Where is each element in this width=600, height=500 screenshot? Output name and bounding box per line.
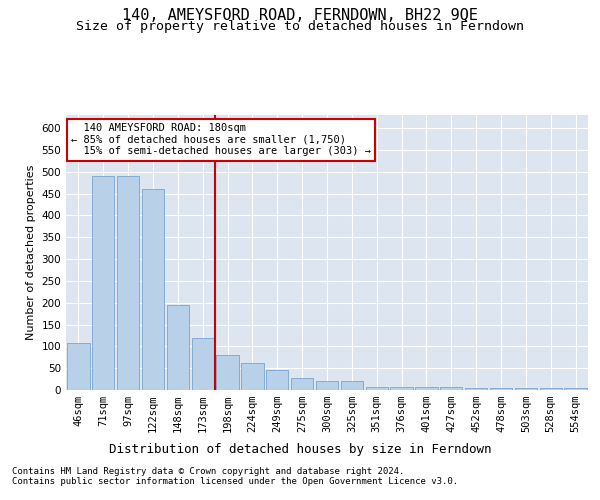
Bar	[565, 388, 587, 390]
Bar	[391, 386, 413, 390]
Bar	[515, 388, 537, 390]
Bar	[341, 382, 363, 390]
Text: 140, AMEYSFORD ROAD, FERNDOWN, BH22 9QE: 140, AMEYSFORD ROAD, FERNDOWN, BH22 9QE	[122, 8, 478, 22]
Bar	[117, 176, 139, 390]
Bar	[217, 355, 239, 390]
Bar	[440, 386, 463, 390]
Bar	[92, 176, 115, 390]
Text: Contains HM Land Registry data © Crown copyright and database right 2024.: Contains HM Land Registry data © Crown c…	[12, 468, 404, 476]
Bar	[415, 386, 437, 390]
Bar	[490, 388, 512, 390]
Text: 140 AMEYSFORD ROAD: 180sqm
← 85% of detached houses are smaller (1,750)
  15% of: 140 AMEYSFORD ROAD: 180sqm ← 85% of deta…	[71, 123, 371, 156]
Bar	[142, 189, 164, 390]
Bar	[67, 344, 89, 390]
Text: Size of property relative to detached houses in Ferndown: Size of property relative to detached ho…	[76, 20, 524, 33]
Bar	[291, 378, 313, 390]
Bar	[539, 388, 562, 390]
Bar	[316, 382, 338, 390]
Bar	[241, 363, 263, 390]
Bar	[266, 370, 289, 390]
Bar	[167, 305, 189, 390]
Bar	[465, 388, 487, 390]
Bar	[365, 386, 388, 390]
Text: Distribution of detached houses by size in Ferndown: Distribution of detached houses by size …	[109, 442, 491, 456]
Y-axis label: Number of detached properties: Number of detached properties	[26, 165, 36, 340]
Text: Contains public sector information licensed under the Open Government Licence v3: Contains public sector information licen…	[12, 478, 458, 486]
Bar	[191, 338, 214, 390]
